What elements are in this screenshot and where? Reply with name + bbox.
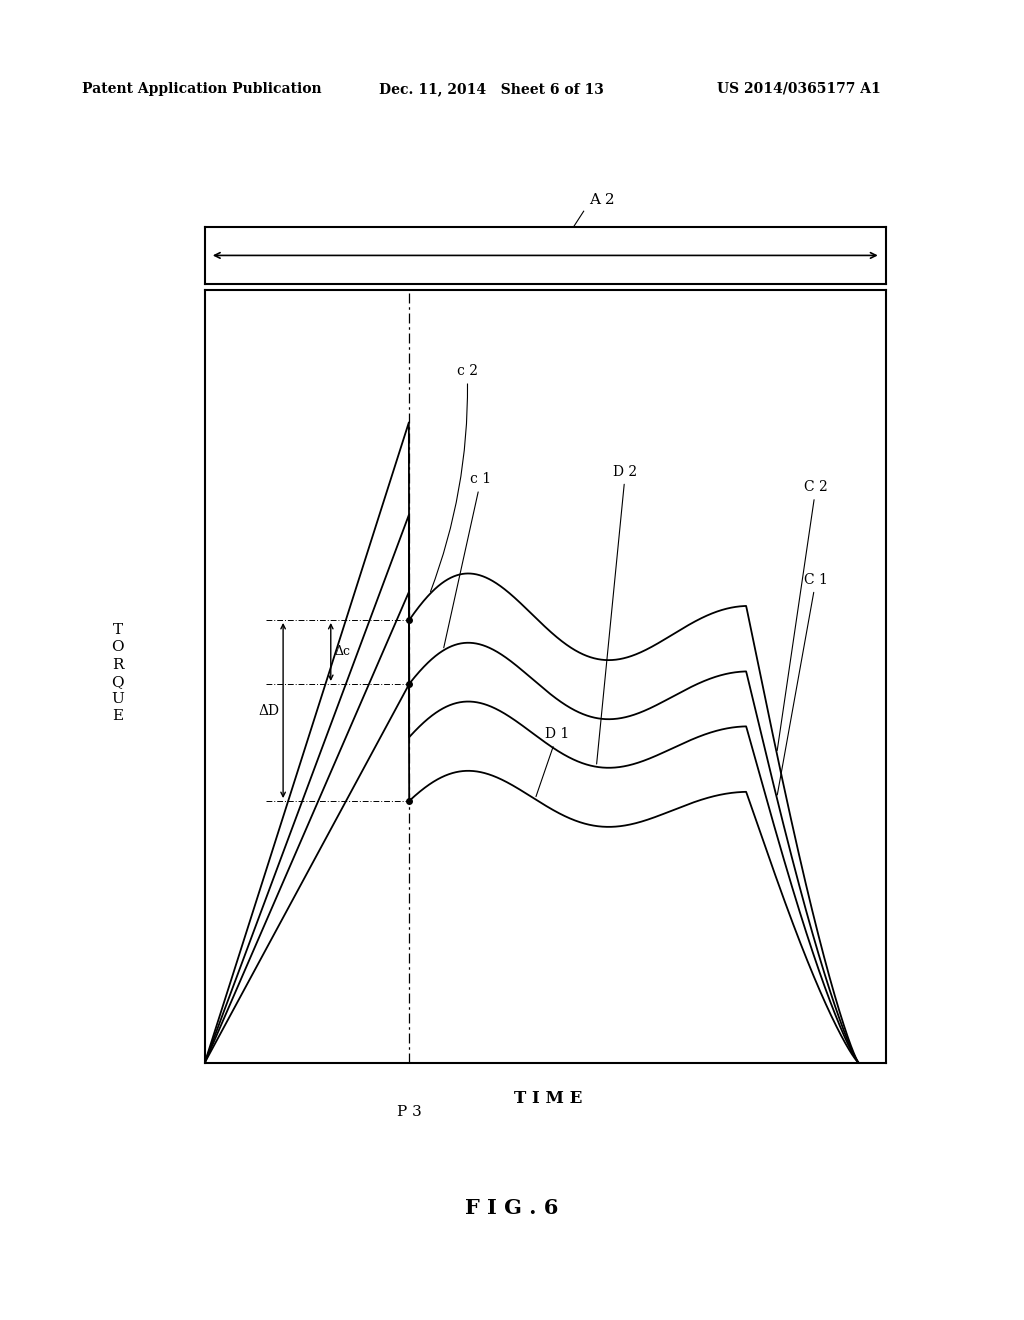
Text: ΔD: ΔD (259, 704, 280, 718)
Text: P 3: P 3 (396, 1105, 422, 1119)
Text: Dec. 11, 2014   Sheet 6 of 13: Dec. 11, 2014 Sheet 6 of 13 (379, 82, 604, 96)
Text: C 1: C 1 (777, 573, 828, 795)
Text: C 2: C 2 (777, 480, 827, 751)
Text: D 1: D 1 (536, 727, 569, 796)
Text: F I G . 6: F I G . 6 (465, 1197, 559, 1218)
Text: US 2014/0365177 A1: US 2014/0365177 A1 (717, 82, 881, 96)
Text: T I M E: T I M E (514, 1090, 582, 1106)
Text: Δc: Δc (334, 645, 350, 659)
Text: Patent Application Publication: Patent Application Publication (82, 82, 322, 96)
Text: c 2: c 2 (430, 364, 478, 591)
Text: T
O
R
Q
U
E: T O R Q U E (112, 623, 124, 723)
Text: c 1: c 1 (443, 473, 492, 648)
Text: D 2: D 2 (597, 465, 638, 764)
Text: A 2: A 2 (589, 193, 614, 207)
